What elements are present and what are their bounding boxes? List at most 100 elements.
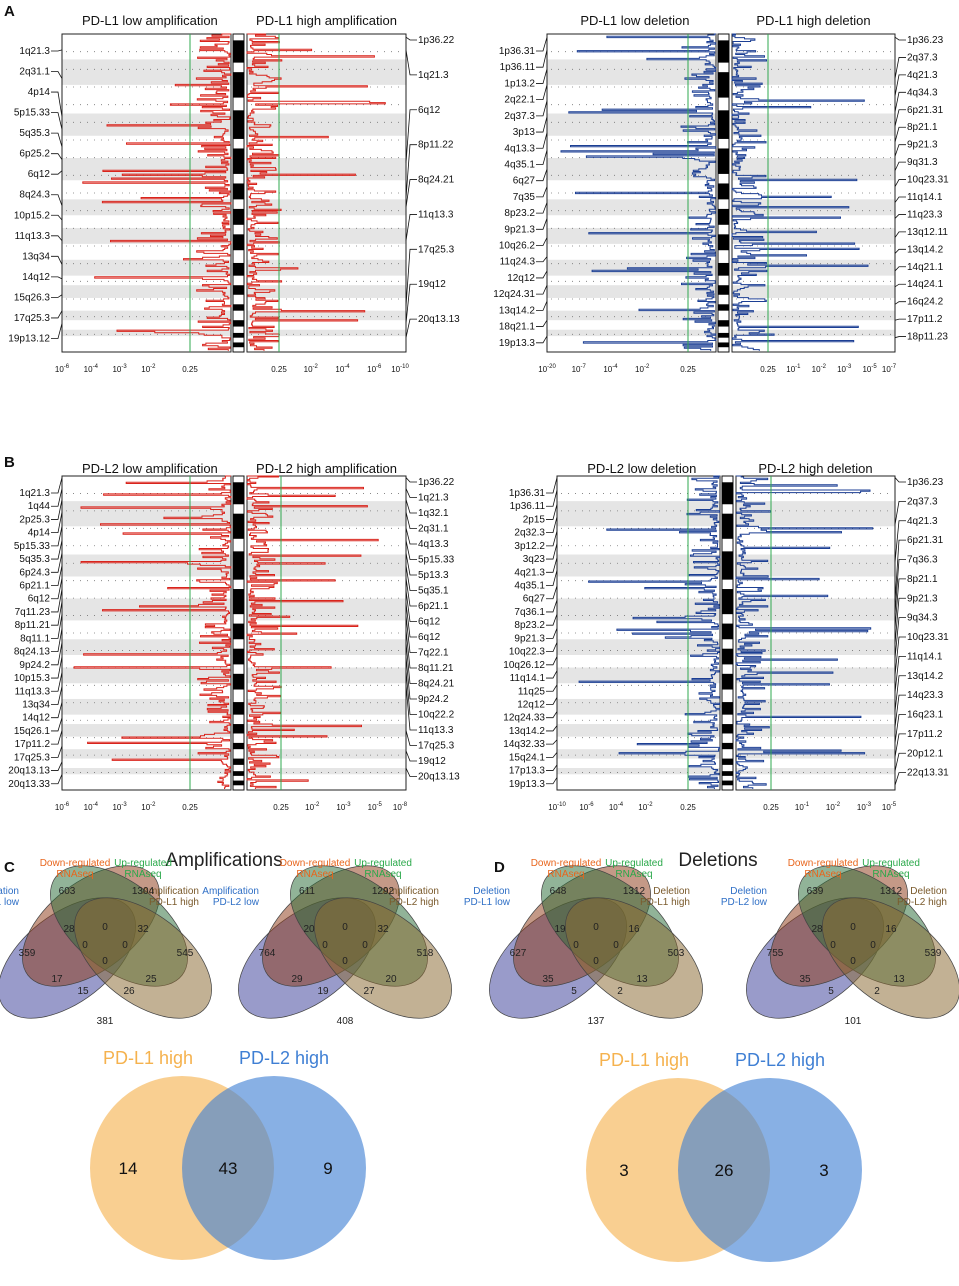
label-leader xyxy=(405,577,417,607)
label-leader xyxy=(405,477,417,483)
x-tick-right: 10-1 xyxy=(795,802,810,812)
idiogram-block xyxy=(233,148,244,174)
cytoband-label-left: 12q24.33 xyxy=(503,713,545,724)
cytoband-label-right: 17p11.2 xyxy=(907,729,943,740)
idiogram-block xyxy=(722,742,733,750)
chromosome-band xyxy=(557,724,720,737)
idiogram-block xyxy=(233,724,244,734)
venn-count: 27 xyxy=(363,986,375,997)
venn-set-label: PD-L1 low xyxy=(464,897,511,908)
venn-set-label: Up-regulated xyxy=(862,858,920,869)
cytoband-label-left: 12q24.31 xyxy=(493,289,535,300)
label-leader xyxy=(894,500,906,525)
venn-count: 0 xyxy=(850,922,856,933)
cytoband-label-right: 13q14.2 xyxy=(907,671,944,682)
venn-set-label: Down-regulated xyxy=(40,858,111,869)
venn-set-label: Amplification xyxy=(142,886,199,897)
cytoband-label-right: 6p21.31 xyxy=(907,105,944,116)
cytoband-label-right: 19q12 xyxy=(418,756,446,767)
label-leader xyxy=(536,68,548,84)
venn-count-left: 3 xyxy=(619,1161,628,1180)
chromosome-band xyxy=(247,329,406,337)
label-leader xyxy=(51,477,63,494)
label-leader xyxy=(51,672,63,692)
venn-count: 137 xyxy=(588,1016,605,1027)
cytoband-label-right: 11q14.1 xyxy=(907,192,943,203)
venn-count: 359 xyxy=(19,948,36,959)
chromosome-band xyxy=(247,113,406,136)
chromosome-band xyxy=(732,285,895,298)
cytoband-label-right: 22q13.31 xyxy=(907,768,949,779)
x-tick-left: 10-7 xyxy=(572,364,587,374)
label-leader xyxy=(894,179,906,187)
label-leader xyxy=(546,656,558,666)
venn-set-label: Amplification xyxy=(0,886,19,897)
cytoband-label-right: 6p21.1 xyxy=(418,601,449,612)
label-leader xyxy=(51,310,63,319)
cytoband-label-right: 6q12 xyxy=(418,632,441,643)
cytoband-label-right: 10q23.31 xyxy=(907,175,949,186)
venn-set-label: Up-regulated xyxy=(354,858,412,869)
x-tick-right: 10-2 xyxy=(812,364,827,374)
chromosome-band xyxy=(732,329,895,337)
venn-set-label: RNAseq xyxy=(547,869,584,880)
venn-set-label: Deletion xyxy=(653,886,690,897)
cytoband-label-left: 19p13.3 xyxy=(499,338,536,349)
significance-trace-low xyxy=(73,475,232,789)
label-leader xyxy=(405,552,417,576)
gistic-panel-B-amp: PD-L2 low amplification PD-L2 high amplif… xyxy=(8,461,460,812)
label-leader xyxy=(546,684,558,692)
venn-set-label: PD-L1 high xyxy=(640,897,690,908)
chromosome-band xyxy=(736,698,895,715)
panel-title-right: PD-L2 high deletion xyxy=(758,461,872,476)
label-leader xyxy=(536,270,548,279)
cytoband-label-right: 9q34.3 xyxy=(907,613,938,624)
gistic-panel-B-del: PD-L2 low deletion PD-L2 high deletion 10-… xyxy=(503,461,949,812)
venn-set-label: RNAseq xyxy=(124,869,161,880)
x-tick-left: 10-4 xyxy=(603,364,618,374)
venn-set-label: Down-regulated xyxy=(788,858,859,869)
cytoband-label-left: 10q26.2 xyxy=(499,241,536,252)
label-leader xyxy=(405,540,417,560)
x-tick-left: 10-3 xyxy=(112,802,127,812)
chromosome-band xyxy=(732,199,895,216)
idiogram-block xyxy=(722,623,733,640)
cytoband-label-left: 7q11.23 xyxy=(15,607,51,618)
amplifications-title: Amplifications xyxy=(165,850,282,871)
venn-set-label: Amplification xyxy=(202,886,259,897)
venn-count: 5 xyxy=(828,986,834,997)
cytoband-label-left: 1p36.31 xyxy=(509,488,546,499)
chromosome-band xyxy=(247,554,406,577)
label-leader xyxy=(51,701,63,719)
label-leader xyxy=(894,318,906,321)
label-leader xyxy=(51,235,63,241)
label-leader xyxy=(546,628,558,639)
cytoband-label-right: 20q13.13 xyxy=(418,772,460,783)
venn-count: 0 xyxy=(102,922,108,933)
idiogram-block xyxy=(233,482,244,505)
venn-count: 755 xyxy=(767,948,784,959)
label-leader xyxy=(51,323,63,339)
panel-title-right: PD-L1 high deletion xyxy=(756,13,870,28)
gistic-plots: PD-L1 low amplification PD-L1 high amplif… xyxy=(8,13,949,812)
deletions-title: Deletions xyxy=(678,850,757,871)
gistic-panel-A-amp: PD-L1 low amplification PD-L1 high amplif… xyxy=(8,13,460,374)
panel-title-left: PD-L1 low amplification xyxy=(82,13,218,28)
label-leader xyxy=(51,499,63,520)
plot-frame-left xyxy=(61,33,232,353)
cytoband-label-right: 13q12.11 xyxy=(907,227,948,238)
cytoband-label-left: 4q35.1 xyxy=(514,581,545,592)
label-leader xyxy=(546,477,558,494)
x-tick-right: 10-3 xyxy=(837,364,852,374)
venn-set-4 xyxy=(74,897,212,1019)
chromosome-band xyxy=(247,158,406,181)
label-leader xyxy=(894,266,906,272)
cytoband-label-right: 17q25.3 xyxy=(418,741,455,752)
cytoband-label-right: 6q12 xyxy=(418,105,441,116)
chromosome-band xyxy=(247,749,406,759)
chromosome-band xyxy=(736,639,895,655)
x-tick-right: 0.25 xyxy=(273,803,289,812)
label-leader xyxy=(405,590,417,622)
